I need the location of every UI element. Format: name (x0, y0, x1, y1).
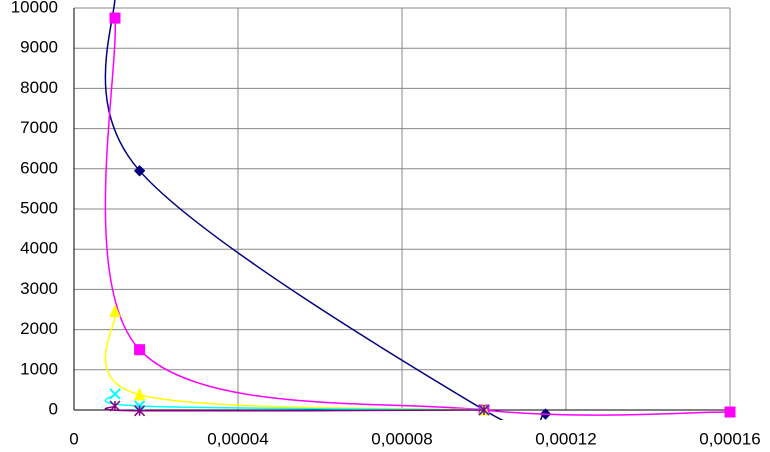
marker (109, 12, 121, 24)
y-tick-label: 7000 (20, 118, 58, 137)
y-tick-label: 6000 (20, 158, 58, 177)
marker (133, 165, 146, 177)
x-tick-label: 0,00016 (699, 429, 760, 448)
marker (109, 388, 121, 400)
series-line (104, 0, 546, 420)
marker (478, 404, 490, 416)
x-tick-label: 0,00004 (207, 429, 268, 448)
y-tick-label: 0 (49, 399, 58, 418)
y-tick-label: 2000 (20, 319, 58, 338)
marker (133, 387, 146, 401)
marker (109, 304, 121, 318)
y-tick-label: 8000 (20, 78, 58, 97)
marker (109, 400, 121, 412)
y-tick-label: 4000 (20, 239, 58, 258)
y-tick-label: 9000 (20, 38, 58, 57)
x-tick-label: 0,00012 (535, 429, 596, 448)
marker (724, 406, 736, 418)
series-line (104, 311, 485, 411)
marker (134, 344, 146, 356)
marker (134, 405, 146, 417)
x-tick-label: 0 (69, 429, 78, 448)
x-tick-label: 0,00008 (371, 429, 432, 448)
y-tick-label: 10000 (11, 0, 58, 16)
series-line (104, 405, 485, 412)
y-tick-label: 1000 (20, 359, 58, 378)
series-line (104, 17, 731, 416)
plot-area (104, 0, 736, 420)
y-tick-label: 3000 (20, 279, 58, 298)
y-tick-label: 5000 (20, 198, 58, 217)
series-line (104, 393, 485, 411)
